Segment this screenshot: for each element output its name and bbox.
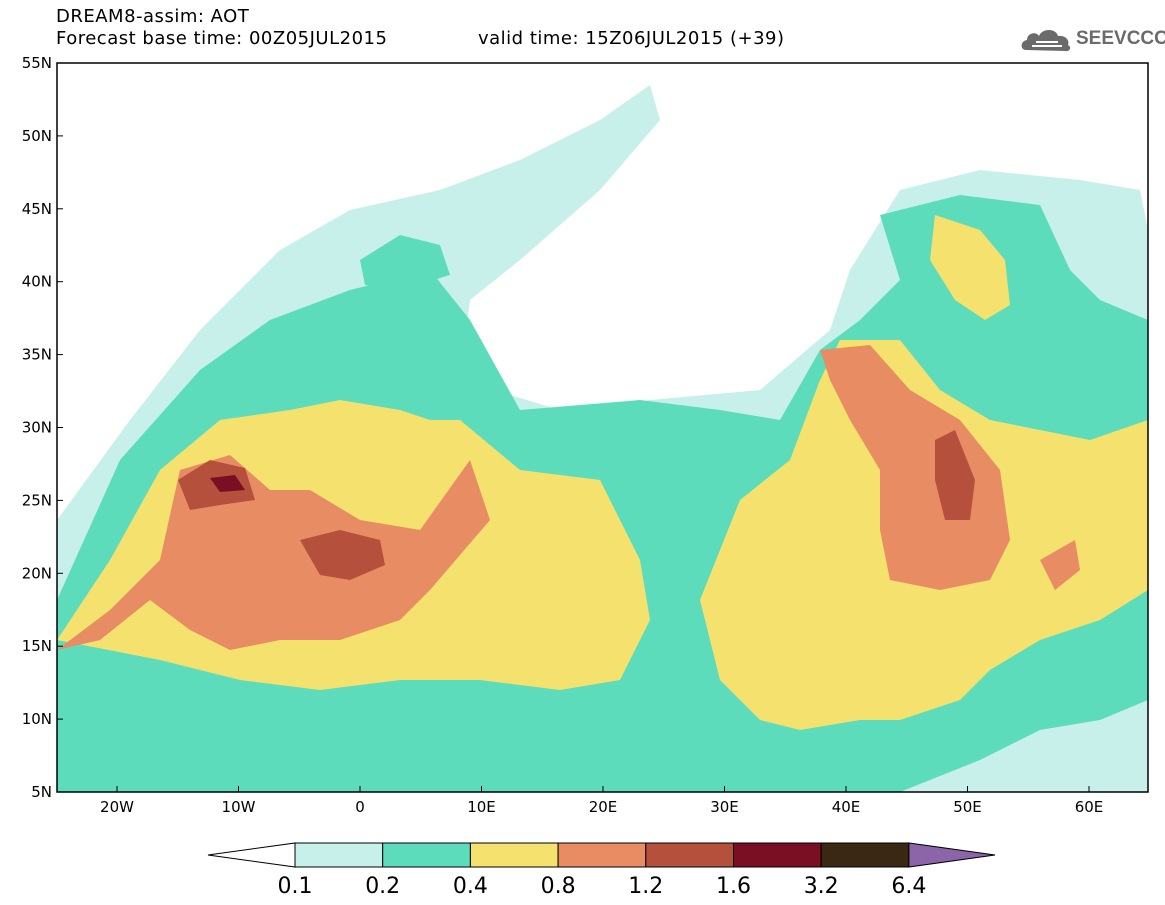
latitude-labels: 55N 50N 45N 40N 35N 30N 25N 20N 15N 10N 5N (22, 54, 63, 801)
aot-band-0.8-oman (1040, 540, 1080, 590)
lat-label: 50N (22, 127, 52, 145)
lon-label: 30E (710, 798, 739, 816)
aot-band-1.2-arabia (935, 430, 975, 520)
colorbar: 0.1 0.2 0.4 0.8 1.2 1.6 3.2 6.4 (207, 842, 996, 899)
lon-label: 60E (1075, 798, 1104, 816)
colorbar-tick-label: 1.6 (716, 874, 751, 899)
colorbar-over-triangle (908, 842, 996, 868)
lon-label: 10E (467, 798, 496, 816)
map-title: DREAM8-assim: AOT (56, 6, 250, 27)
colorbar-segment (557, 842, 647, 868)
aot-band-0.4-caspian (930, 215, 1010, 320)
colorbar-tick-label: 0.4 (453, 874, 488, 899)
colorbar-tick-label: 0.1 (278, 874, 313, 899)
lat-label: 25N (22, 491, 52, 509)
lat-label: 10N (22, 710, 52, 728)
lon-label: 50E (953, 798, 982, 816)
lat-label: 45N (22, 200, 52, 218)
longitude-labels: 20W 10W 0 10E 20E 30E 40E 50E 60E (100, 786, 1103, 816)
aot-band-1.2-sahel (300, 530, 385, 580)
lat-label: 15N (22, 637, 52, 655)
lat-label: 5N (31, 783, 52, 801)
lon-label: 0 (355, 798, 365, 816)
aot-field (57, 63, 1148, 792)
forecast-base-time: Forecast base time: 00Z05JUL2015 (56, 28, 388, 49)
lon-label: 10W (222, 798, 256, 816)
lat-label: 35N (22, 346, 52, 364)
lon-label: 40E (832, 798, 861, 816)
aot-band-0.8-arabia (820, 345, 1010, 590)
aot-band-0.8 (57, 455, 490, 650)
colorbar-under-triangle (207, 842, 296, 868)
aot-band-1.6 (210, 475, 245, 492)
lat-label: 30N (22, 419, 52, 437)
lat-label: 40N (22, 273, 52, 291)
logo-text: SEEVCCC (1076, 28, 1165, 49)
colorbar-tick-label: 3.2 (804, 874, 839, 899)
lat-label: 20N (22, 564, 52, 582)
lon-label: 20E (589, 798, 618, 816)
colorbar-segment (382, 842, 471, 868)
colorbar-segment (645, 842, 734, 868)
seevccc-logo: SEEVCCC (1018, 24, 1165, 56)
aot-band-0.2-north (360, 235, 450, 290)
colorbar-segment (294, 842, 384, 868)
colorbar-segment (733, 842, 822, 868)
cloud-icon (1021, 30, 1071, 52)
colorbar-tick-label: 1.2 (628, 874, 663, 899)
colorbar-segment (469, 842, 559, 868)
valid-time: valid time: 15Z06JUL2015 (+39) (478, 28, 785, 49)
lon-label: 20W (100, 798, 134, 816)
lat-label: 55N (22, 54, 52, 72)
colorbar-tick-label: 6.4 (891, 874, 926, 899)
colorbar-segment (820, 842, 910, 868)
colorbar-tick-label: 0.8 (541, 874, 576, 899)
colorbar-tick-label: 0.2 (365, 874, 400, 899)
